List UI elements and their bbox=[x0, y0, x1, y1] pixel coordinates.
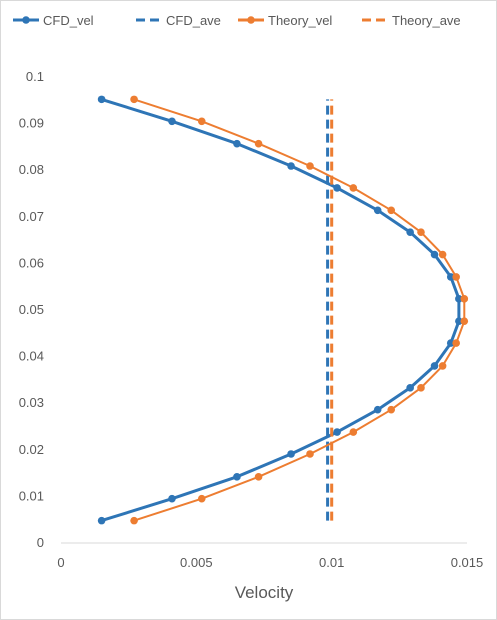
theory-vel-point bbox=[438, 250, 447, 259]
cfd-vel-point bbox=[455, 317, 463, 325]
theory-vel-point bbox=[349, 428, 358, 436]
cfd-vel-point bbox=[287, 450, 295, 458]
cfd-vel-point bbox=[233, 473, 241, 481]
cfd-vel-legend-label: CFD_vel bbox=[43, 13, 94, 28]
theory-vel-line bbox=[133, 98, 466, 522]
y-tick-label: 0.04 bbox=[19, 349, 44, 364]
y-tick-label: 0 bbox=[37, 535, 44, 550]
x-tick-label: 0 bbox=[57, 555, 64, 570]
theory-vel-legend-marker bbox=[247, 16, 255, 24]
theory-vel-point bbox=[387, 206, 396, 215]
theory-vel-point bbox=[349, 184, 358, 192]
theory-vel-point bbox=[254, 473, 263, 481]
cfd-vel-point bbox=[446, 273, 455, 281]
theory-vel-point bbox=[197, 117, 206, 126]
theory-vel-point bbox=[254, 139, 263, 148]
theory-vel-point bbox=[452, 273, 460, 281]
theory-vel-point bbox=[197, 494, 206, 503]
axes: 0 0.01 0.02 0.03 0.04 0.05 0.06 0.07 0.08 0.09 0.1… bbox=[19, 69, 484, 570]
cfd-vel-point bbox=[406, 384, 414, 392]
cfd-vel-point bbox=[373, 206, 382, 215]
cfd-vel-legend-marker bbox=[22, 16, 30, 24]
y-tick-label: 0.02 bbox=[19, 442, 44, 457]
theory-vel-point bbox=[387, 405, 396, 414]
theory-vel-point bbox=[417, 228, 425, 236]
theory-vel-point bbox=[306, 162, 314, 170]
cfd-vel-point bbox=[333, 184, 341, 192]
y-tick-label: 0.08 bbox=[19, 162, 44, 177]
y-tick-label: 0.05 bbox=[19, 302, 44, 317]
cfd-vel-point bbox=[97, 95, 106, 104]
theory-ave-legend-label: Theory_ave bbox=[392, 13, 461, 28]
y-tick-label: 0.06 bbox=[19, 255, 44, 270]
cfd-vel-line bbox=[101, 97, 461, 523]
legend: CFD_vel CFD_ave Theory_vel Theory_ave bbox=[13, 13, 461, 28]
x-tick-label: 0.005 bbox=[180, 555, 213, 570]
cfd-ave-legend-label: CFD_ave bbox=[166, 13, 221, 28]
y-tick-label: 0.01 bbox=[19, 488, 44, 503]
cfd-vel-point bbox=[373, 405, 382, 414]
x-axis-title: Velocity bbox=[235, 583, 294, 602]
cfd-vel-point bbox=[97, 516, 106, 525]
cfd-vel-point bbox=[446, 339, 455, 347]
theory-vel-point bbox=[438, 362, 447, 370]
y-tick-label: 0.07 bbox=[19, 209, 44, 224]
theory-vel-point bbox=[130, 95, 138, 104]
cfd-vel-point bbox=[455, 295, 463, 303]
theory-vel-point bbox=[460, 295, 469, 303]
cfd-vel-point bbox=[233, 139, 241, 148]
y-tick-label: 0.09 bbox=[19, 116, 44, 131]
cfd-vel-point bbox=[168, 117, 176, 126]
y-tick-label: 0.03 bbox=[19, 395, 44, 410]
cfd-vel-point bbox=[287, 162, 295, 170]
cfd-vel-point bbox=[430, 362, 439, 370]
plot-area bbox=[97, 95, 469, 525]
theory-vel-legend-label: Theory_vel bbox=[268, 13, 332, 28]
theory-vel-point bbox=[417, 384, 425, 392]
theory-vel-point bbox=[460, 317, 469, 325]
cfd-vel-point bbox=[430, 250, 439, 259]
theory-vel-point bbox=[306, 450, 314, 458]
cfd-vel-point bbox=[406, 228, 414, 236]
cfd-vel-point bbox=[168, 494, 176, 503]
theory-vel-point bbox=[130, 516, 138, 525]
y-tick-label: 0.1 bbox=[26, 69, 44, 84]
x-tick-label: 0.01 bbox=[319, 555, 344, 570]
x-tick-label: 0.015 bbox=[451, 555, 484, 570]
theory-vel-point bbox=[452, 339, 460, 347]
cfd-vel-point bbox=[333, 428, 341, 436]
